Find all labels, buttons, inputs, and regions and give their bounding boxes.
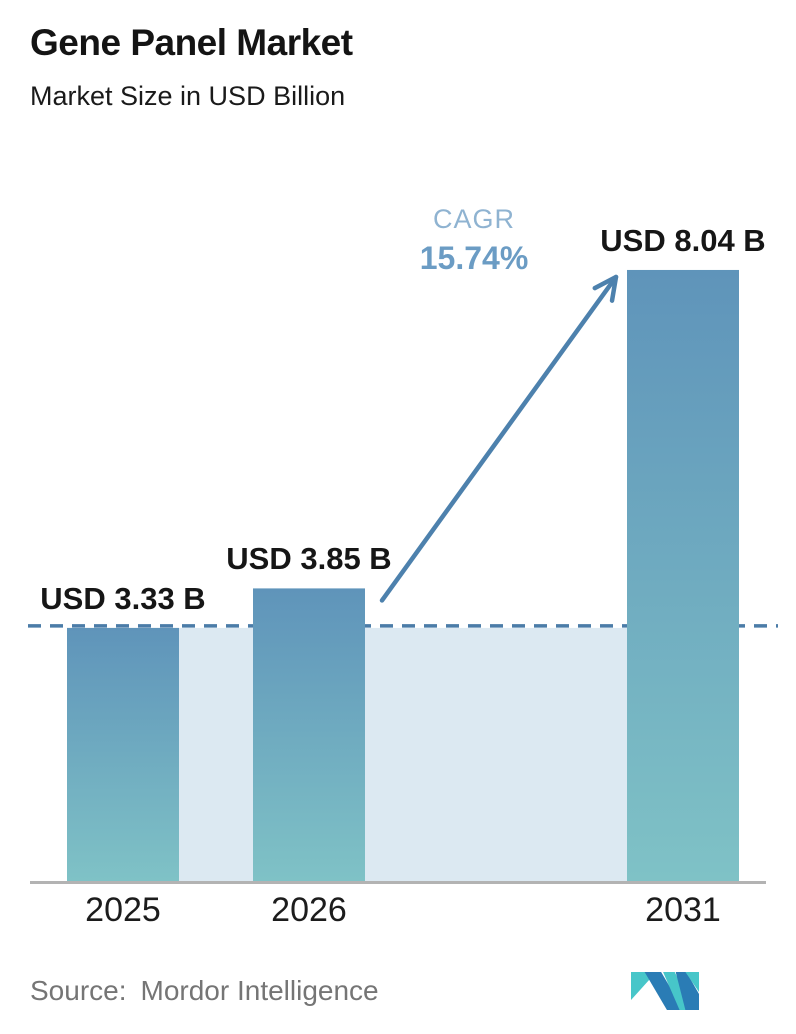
source-name: Mordor Intelligence bbox=[140, 975, 379, 1006]
bar-2026 bbox=[253, 588, 365, 881]
x-axis-label: 2031 bbox=[645, 891, 721, 929]
x-axis-label: 2025 bbox=[85, 891, 161, 929]
bar-value-label: USD 8.04 B bbox=[600, 222, 766, 258]
source-note: Source: Mordor Intelligence bbox=[30, 975, 379, 1007]
cagr-annotation: CAGR 15.74% bbox=[398, 204, 550, 277]
x-axis-label: 2026 bbox=[271, 891, 347, 929]
bar-value-label: USD 3.85 B bbox=[226, 541, 392, 577]
cagr-arrow-head bbox=[592, 274, 619, 303]
bar-2031 bbox=[627, 269, 739, 882]
page-title: Gene Panel Market bbox=[30, 22, 353, 63]
cagr-value: 15.74% bbox=[419, 240, 529, 276]
source-label: Source: bbox=[30, 975, 127, 1006]
bar-value-label: USD 3.33 B bbox=[40, 580, 206, 616]
cagr-arrow-shaft bbox=[379, 274, 619, 603]
page-subtitle: Market Size in USD Billion bbox=[30, 81, 346, 111]
bar-2025 bbox=[67, 627, 179, 881]
cagr-label: CAGR bbox=[432, 204, 515, 234]
mordor-intelligence-logo bbox=[631, 972, 699, 1010]
